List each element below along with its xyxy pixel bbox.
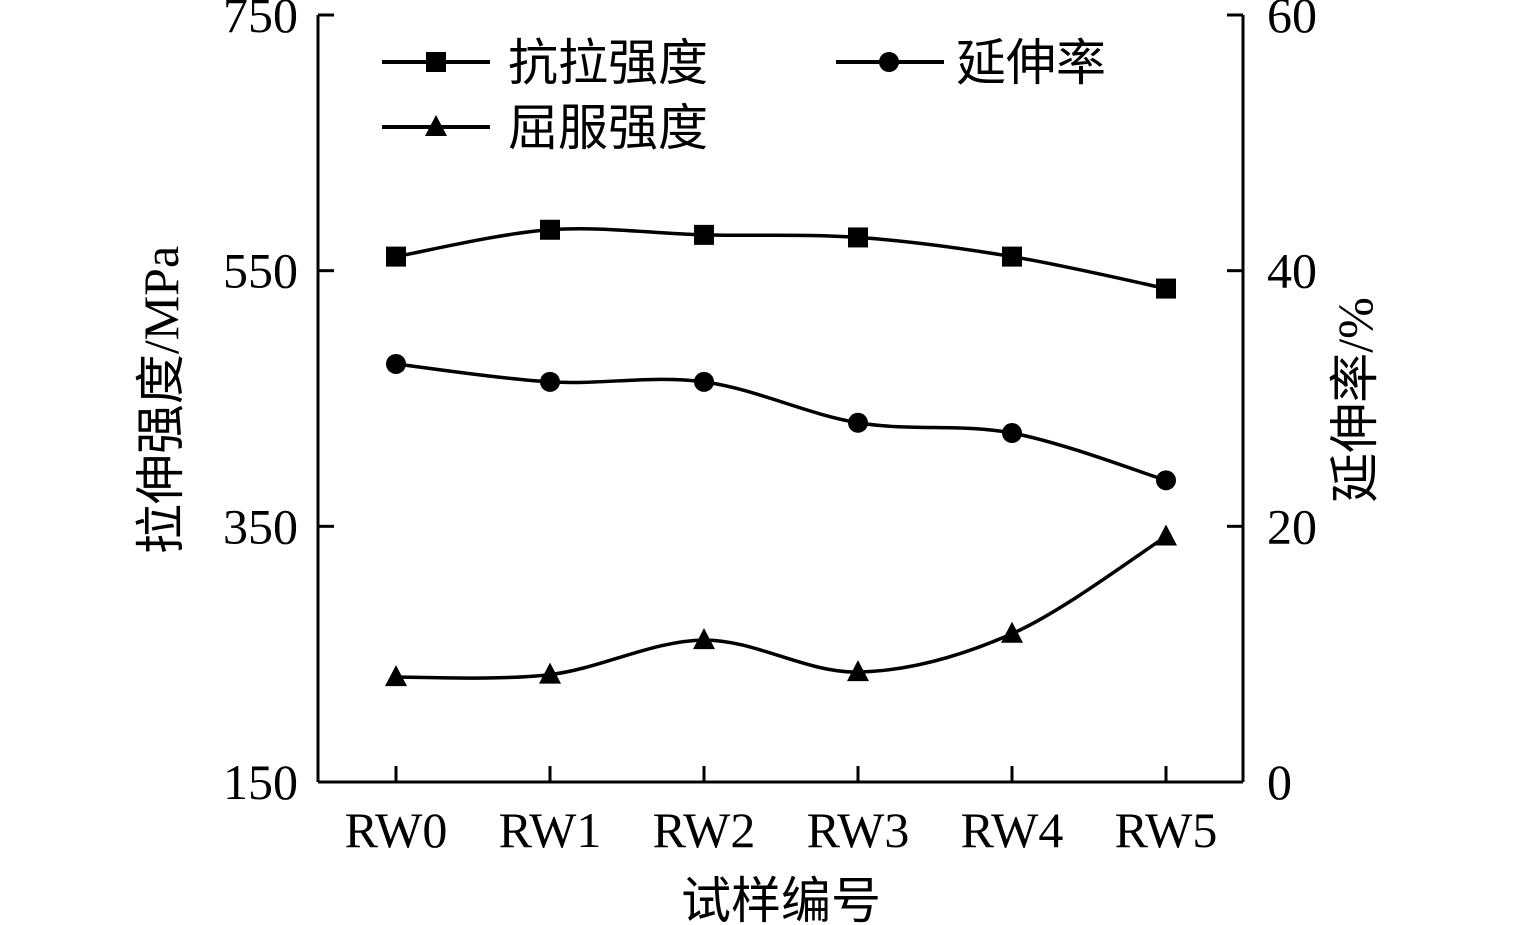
right-y-axis-title: 延伸率/%	[1327, 297, 1383, 503]
left-y-tick-label: 150	[223, 754, 298, 810]
tensile-strength-point	[386, 246, 406, 267]
legend-triangle-marker	[425, 115, 447, 136]
tensile-strength-point	[848, 227, 868, 248]
tensile-strength-point	[540, 219, 560, 240]
x-tick-label: RW0	[345, 802, 448, 858]
left-y-tick-label: 350	[223, 498, 298, 554]
yield-strength-point	[693, 628, 715, 650]
elongation-point	[1156, 470, 1176, 491]
right-y-tick-label: 60	[1267, 0, 1317, 43]
elongation-line	[395, 362, 1167, 482]
x-tick-label: RW1	[499, 802, 602, 858]
legend-label-yield: 屈服强度	[508, 100, 708, 156]
yield-strength-point	[847, 660, 869, 682]
x-tick-label: RW3	[807, 802, 910, 858]
left-y-axis-title: 拉伸强度/MPa	[133, 246, 189, 554]
tensile-strength-point	[1156, 278, 1176, 299]
legend-item-elongation: 延伸率	[836, 35, 1106, 91]
right-y-tick-label: 20	[1267, 498, 1317, 554]
ticks: 150 350 550 750 0 20 40 60 RW0 RW1 RW2 RW3 RW4 RW5	[223, 0, 1317, 858]
series-markers	[385, 219, 1177, 687]
legend-item-tensile: 抗拉强度	[382, 35, 708, 91]
elongation-point	[386, 353, 406, 374]
right-y-tick-label: 40	[1267, 243, 1317, 299]
right-y-tick-label: 0	[1267, 754, 1292, 810]
left-y-tick-label: 750	[223, 0, 298, 43]
legend: 抗拉强度 屈服强度 延伸率	[382, 35, 1106, 156]
elongation-point	[540, 371, 560, 392]
x-axis-title: 试样编号	[681, 873, 881, 925]
x-tick-label: RW4	[961, 802, 1064, 858]
elongation-point	[848, 412, 868, 433]
tensile-strength-point	[1002, 246, 1022, 267]
tensile-strength-point	[694, 224, 714, 245]
plot-frame	[316, 15, 1245, 784]
legend-label-elongation: 延伸率	[956, 35, 1106, 91]
legend-label-tensile: 抗拉强度	[508, 35, 708, 91]
legend-circle-marker	[879, 52, 899, 72]
yield-strength-point	[539, 662, 561, 684]
tensile-strength-line	[395, 227, 1167, 291]
elongation-point	[1002, 423, 1022, 444]
x-tick-label: RW2	[653, 802, 756, 858]
series-lines	[395, 227, 1167, 680]
legend-item-yield: 屈服强度	[382, 100, 708, 156]
left-y-tick-label: 550	[223, 243, 298, 299]
legend-square-marker	[426, 52, 446, 72]
yield-strength-point	[1155, 524, 1177, 546]
yield-strength-point	[385, 665, 407, 687]
yield-strength-line	[395, 535, 1167, 680]
yield-strength-point	[1001, 621, 1023, 643]
x-tick-label: RW5	[1115, 802, 1218, 858]
elongation-point	[694, 371, 714, 392]
